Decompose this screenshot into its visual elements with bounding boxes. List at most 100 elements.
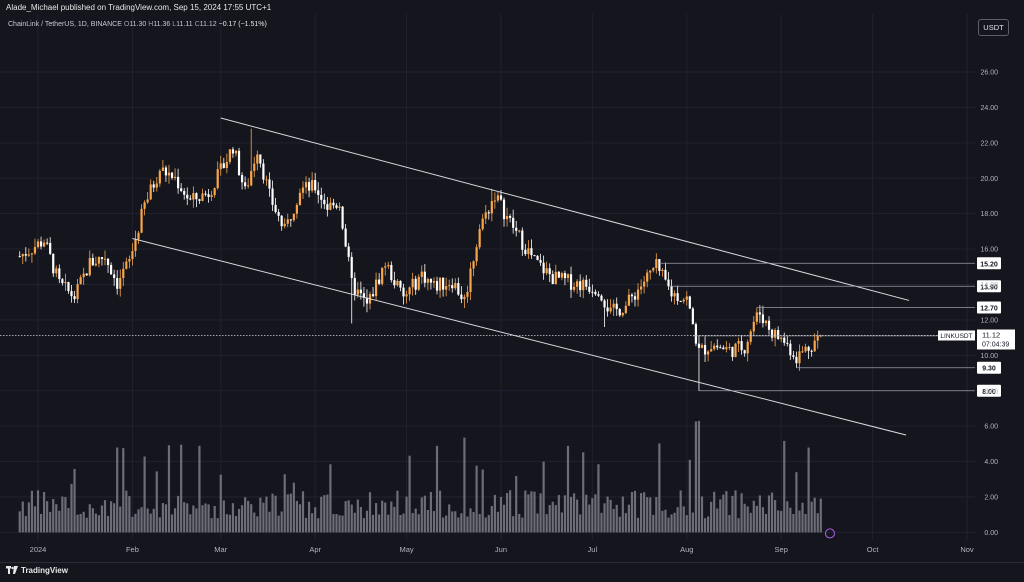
candle-up xyxy=(560,273,563,278)
candle-up xyxy=(475,247,478,262)
volume-bar xyxy=(487,514,490,533)
candle-down xyxy=(563,273,567,279)
volume-bar xyxy=(18,511,21,533)
volume-bar xyxy=(323,495,326,533)
volume-bar xyxy=(563,495,567,533)
volume-bar xyxy=(743,503,746,533)
volume-bar xyxy=(582,452,585,533)
candle-down xyxy=(676,293,679,302)
volume-bar xyxy=(792,514,795,533)
candle-down xyxy=(536,255,539,261)
volume-bar xyxy=(70,483,73,533)
candle-up xyxy=(55,268,58,274)
time-tick-label: 2024 xyxy=(30,545,47,554)
candle-down xyxy=(539,260,542,263)
volume-bar xyxy=(280,511,283,533)
candle-down xyxy=(314,179,317,191)
volume-bar xyxy=(374,503,378,533)
candle-up xyxy=(755,312,758,322)
volume-bar xyxy=(64,497,67,533)
candle-down xyxy=(716,345,719,348)
candle-down xyxy=(630,294,634,297)
candle-down xyxy=(679,301,682,303)
channel-lower-line[interactable] xyxy=(132,237,907,436)
volume-bar xyxy=(140,507,143,533)
volume-bar xyxy=(700,496,704,533)
volume-bar xyxy=(432,511,436,533)
symbol-tag xyxy=(938,330,975,341)
candle-down xyxy=(195,193,198,200)
candle-up xyxy=(137,232,140,240)
candle-down xyxy=(667,279,670,287)
candle-up xyxy=(545,268,548,274)
candle-up xyxy=(158,170,161,184)
candle-down xyxy=(222,163,225,169)
candle-up xyxy=(192,193,195,200)
volume-bar xyxy=(341,515,344,533)
volume-bar xyxy=(143,456,146,533)
volume-bar xyxy=(585,494,588,533)
candle-down xyxy=(557,271,560,278)
candle-down xyxy=(551,274,554,285)
candle-down xyxy=(207,194,210,197)
price-tick-label: 4.00 xyxy=(984,459,998,466)
volume-bar xyxy=(76,514,79,533)
volume-bar xyxy=(27,502,30,533)
volume-bar xyxy=(463,437,466,533)
descending-channel[interactable] xyxy=(132,117,910,436)
volume-bar xyxy=(46,501,49,533)
candle-up xyxy=(484,212,487,219)
channel-upper-line[interactable] xyxy=(220,117,910,301)
volume-bar xyxy=(810,501,813,533)
candle-down xyxy=(365,297,369,304)
volume-bar xyxy=(201,505,204,533)
volume-bar xyxy=(353,512,356,533)
volume-bar xyxy=(819,498,822,533)
candle-up xyxy=(304,182,308,188)
volume-bar xyxy=(530,491,533,533)
currency-button[interactable]: USDT xyxy=(978,19,1009,36)
candle-down xyxy=(442,277,445,290)
volume-bar xyxy=(216,518,219,533)
candle-down xyxy=(703,344,707,355)
level-tag xyxy=(977,361,1001,374)
volume-bar xyxy=(545,514,548,533)
candle-down xyxy=(390,264,393,281)
candle-down xyxy=(274,204,277,212)
candle-up xyxy=(636,289,640,300)
candle-down xyxy=(61,279,64,284)
volume-bar xyxy=(247,500,250,533)
candle-up xyxy=(445,286,448,290)
volume-bar xyxy=(240,505,244,533)
last-price-label: LINKUSDT 11.12 07:04:39 xyxy=(0,329,1015,539)
candle-up xyxy=(481,218,484,230)
price-tick-label: 14.00 xyxy=(980,282,998,289)
volume-bar xyxy=(167,445,171,533)
candle-down xyxy=(691,308,694,325)
candle-up xyxy=(496,195,500,201)
volume-bar xyxy=(591,498,594,533)
open-value: 11.30 xyxy=(129,21,147,28)
lightning-icon[interactable] xyxy=(824,528,835,539)
volume-bar xyxy=(399,514,402,533)
volume-bar xyxy=(472,511,475,533)
candle-up xyxy=(286,219,289,224)
volume-bar xyxy=(786,501,789,533)
volume-bar xyxy=(180,444,183,533)
volume-bar xyxy=(30,490,34,533)
candle-down xyxy=(697,343,701,348)
tradingview-logo[interactable]: TradingView xyxy=(6,566,68,575)
candle-up xyxy=(627,294,631,306)
candle-up xyxy=(94,263,97,266)
time-axis[interactable]: 2024 Feb Mar Apr May Jun Jul Aug Sep Oct Nov xyxy=(30,545,974,554)
candle-up xyxy=(210,195,213,197)
price-tick-label: 6.00 xyxy=(984,424,998,431)
time-tick-label: Aug xyxy=(680,545,693,554)
volume-bar xyxy=(67,508,70,533)
symbol-legend[interactable]: ChainLink / TetherUS, 1D, BINANCE O11.30… xyxy=(8,21,267,28)
candle-up xyxy=(253,163,256,171)
price-axis[interactable]: 26.00 24.00 22.00 20.00 18.00 16.00 14.00 12.00… xyxy=(980,70,998,537)
volume-bar xyxy=(134,513,137,533)
